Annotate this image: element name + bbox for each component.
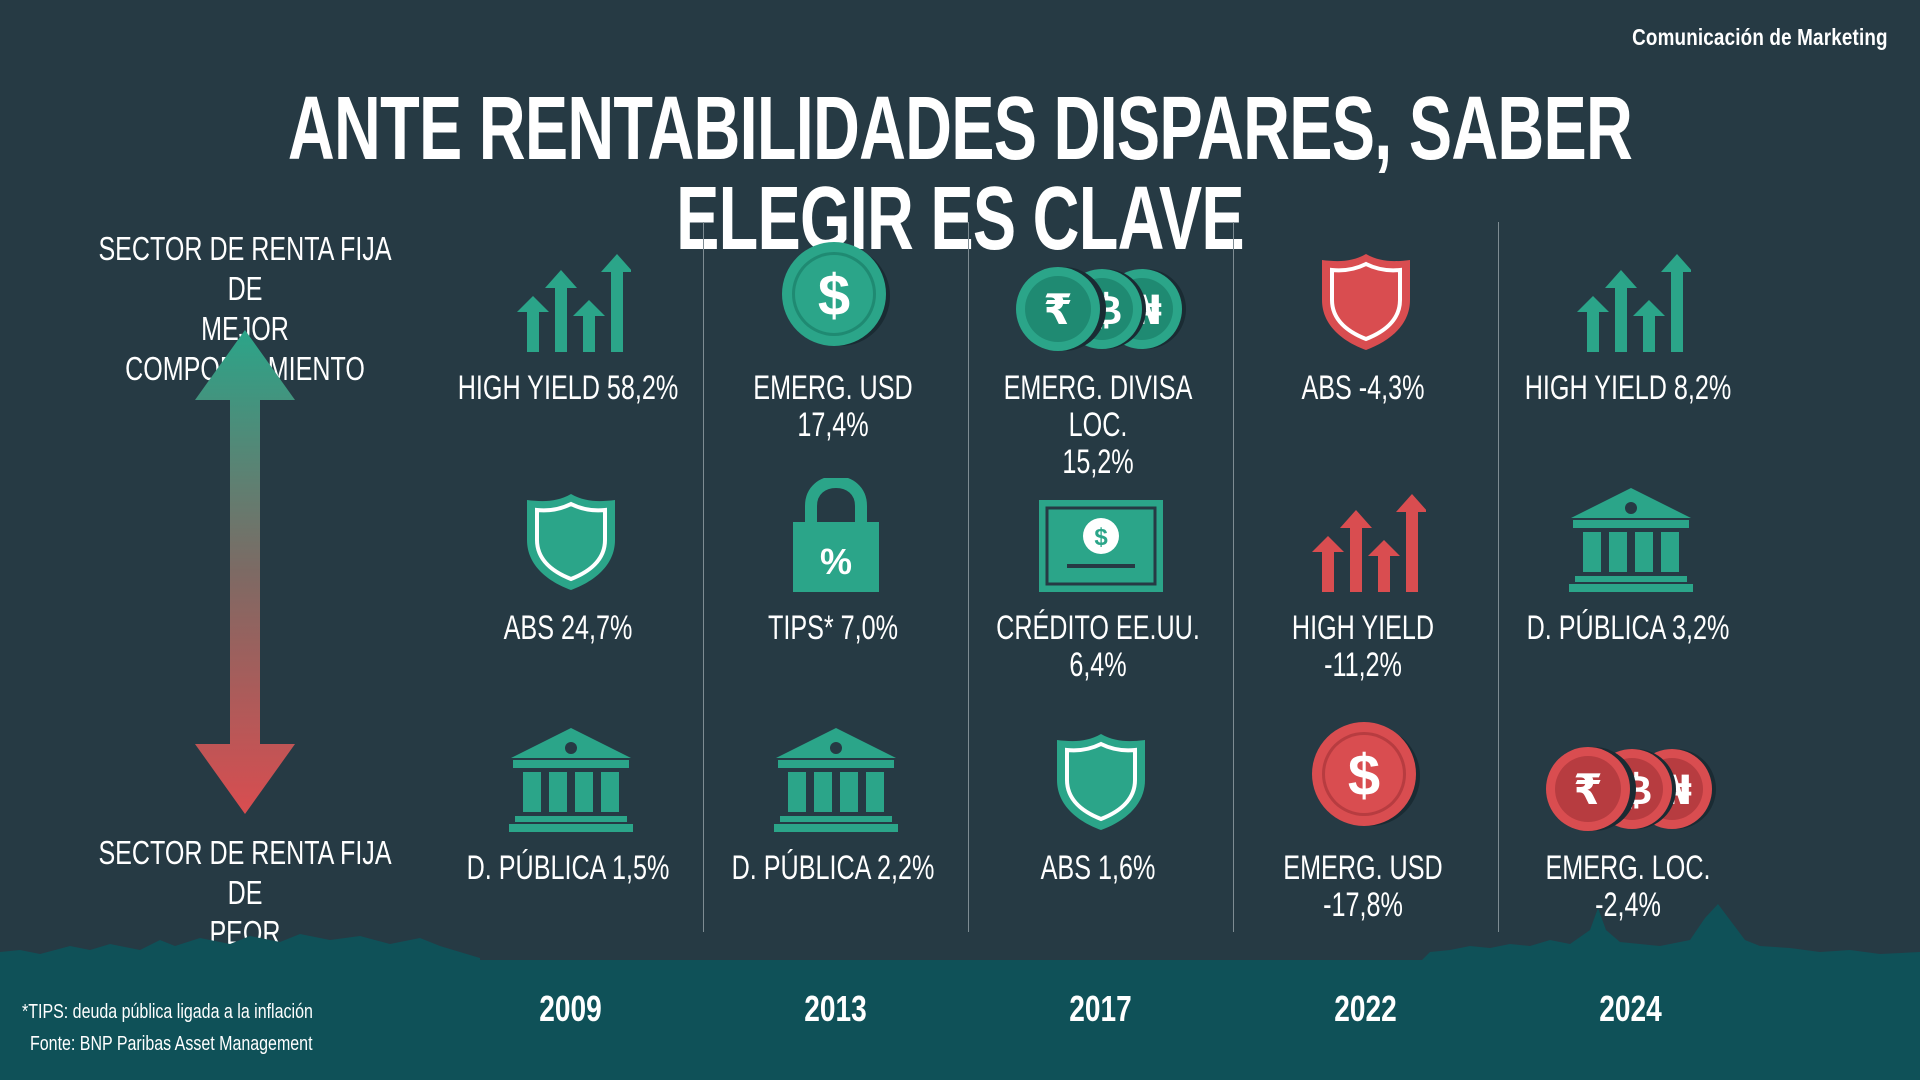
year-label: 2022 (1334, 988, 1397, 1029)
sector-return-label: EMERG. USD 17,4% (753, 369, 913, 444)
sector-return-label: EMERG. DIVISA LOC. 15,2% (1003, 369, 1193, 481)
year-label: 2024 (1599, 988, 1662, 1029)
source-footnote: Fonte: BNP Paribas Asset Management (30, 1033, 313, 1055)
svg-text:$: $ (817, 263, 849, 328)
column-divider (1233, 222, 1234, 932)
brand-label: Comunicación de Marketing (1632, 24, 1888, 50)
year-label: 2009 (539, 988, 602, 1029)
axis-top-line1: SECTOR DE RENTA FIJA DE (98, 230, 392, 307)
column-divider (1498, 222, 1499, 932)
padlock-percent-icon: % (703, 478, 968, 608)
shield-icon (438, 492, 703, 622)
bar-chart-arrows-icon (1233, 492, 1498, 622)
year-label: 2013 (804, 988, 867, 1029)
shield-icon (968, 732, 1233, 862)
bar-chart-arrows-icon (1498, 252, 1763, 382)
footer-band (0, 960, 1920, 1080)
svg-text:₹: ₹ (1573, 765, 1602, 814)
bank-icon (438, 728, 703, 858)
sector-return-label: D. PÚBLICA 2,2% (731, 849, 935, 887)
svg-text:$: $ (1347, 743, 1379, 808)
bar-chart-arrows-icon (438, 252, 703, 382)
dollar-coin-icon: $ (703, 240, 968, 370)
sector-return-label: EMERG. USD -17,8% (1283, 849, 1443, 924)
sector-return-label: EMERG. LOC. -2,4% (1545, 849, 1711, 924)
skyline-decoration (0, 904, 1920, 962)
tips-footnote: *TIPS: deuda pública ligada a la inflaci… (22, 1001, 313, 1023)
axis-bottom-line1: SECTOR DE RENTA FIJA DE (98, 834, 392, 911)
sector-return-label: ABS 24,7% (503, 609, 633, 647)
sector-return-label: D. PÚBLICA 1,5% (466, 849, 670, 887)
sector-return-label: ABS -4,3% (1301, 369, 1425, 407)
performance-arrow-icon (195, 330, 295, 814)
sector-return-label: CRÉDITO EE.UU. 6,4% (996, 609, 1200, 684)
svg-text:$: $ (1094, 524, 1108, 551)
year-label: 2017 (1069, 988, 1132, 1029)
currency-coins-icon: ₦ ₿ ₹ (1498, 746, 1763, 876)
currency-coins-icon: ₦ ₿ ₹ (968, 266, 1233, 396)
sector-return-label: HIGH YIELD -11,2% (1291, 609, 1435, 684)
sector-return-label: HIGH YIELD 8,2% (1524, 369, 1732, 407)
banknote-icon: $ (968, 500, 1233, 630)
column-divider (968, 222, 969, 932)
bank-icon (703, 728, 968, 858)
sector-return-label: TIPS* 7,0% (767, 609, 899, 647)
sector-return-label: ABS 1,6% (1040, 849, 1156, 887)
bank-icon (1498, 488, 1763, 618)
page-title: ANTE RENTABILIDADES DISPARES, SABER ELEG… (287, 79, 1633, 269)
sector-return-label: D. PÚBLICA 3,2% (1526, 609, 1730, 647)
svg-text:%: % (819, 541, 851, 582)
sector-return-label: HIGH YIELD 58,2% (457, 369, 679, 407)
svg-text:₹: ₹ (1043, 285, 1072, 334)
dollar-coin-icon: $ (1233, 720, 1498, 850)
column-divider (703, 222, 704, 932)
shield-icon (1233, 252, 1498, 382)
